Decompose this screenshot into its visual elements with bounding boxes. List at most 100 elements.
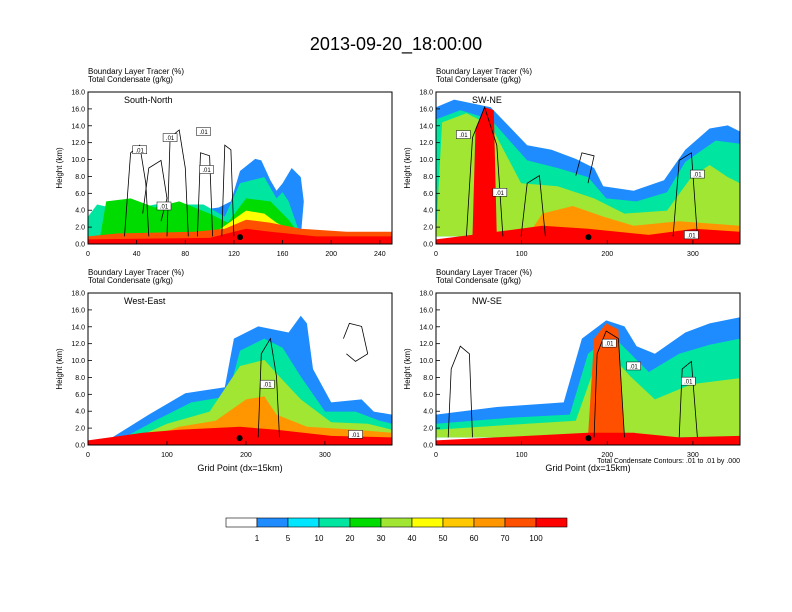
- condensate-contour: [520, 174, 546, 237]
- contour-label: .01: [629, 364, 638, 370]
- panels-group: Boundary Layer Tracer (%) Total Condensat…: [55, 67, 741, 473]
- condensate-contour: [124, 144, 150, 237]
- contour-label: .01: [351, 433, 360, 439]
- colorbar-label: 100: [529, 534, 543, 543]
- condensate-contour: [343, 322, 369, 362]
- plot-frame: [435, 91, 741, 245]
- colorbar-swatch: [225, 517, 258, 528]
- y-tick-label: 16.0: [71, 307, 85, 314]
- y-tick-label: 14.0: [419, 324, 433, 331]
- condensate-contour: [466, 106, 504, 237]
- location-marker: [585, 234, 592, 241]
- cross-section-panel: Boundary Layer Tracer (%)Total Condensat…: [55, 268, 393, 473]
- colorbar-label: 20: [346, 534, 355, 543]
- x-tick-label: 200: [601, 452, 613, 459]
- y-tick-label: 0.0: [423, 242, 433, 249]
- cross-section-panel: Boundary Layer Tracer (%)Total Condensat…: [55, 67, 393, 258]
- plot-area: .01 .01 .01 .01 .01: [88, 92, 392, 244]
- plot-frame: [87, 292, 393, 446]
- y-tick-label: 6.0: [75, 191, 85, 198]
- tracer-fill-region: [436, 356, 740, 438]
- condensate-contour: [221, 144, 235, 237]
- plot-area: .01 .01 .01 .01: [436, 92, 740, 244]
- y-tick-label: 16.0: [71, 106, 85, 113]
- tracer-fill-region: [588, 323, 625, 438]
- y-tick-label: 18.0: [71, 90, 85, 97]
- y-tick-label: 4.0: [75, 409, 85, 416]
- y-tick-label: 6.0: [423, 191, 433, 198]
- fill-title: Boundary Layer Tracer (%): [436, 67, 532, 76]
- y-tick-label: 16.0: [419, 307, 433, 314]
- y-tick-label: 8.0: [423, 174, 433, 181]
- colorbar-swatch: [287, 517, 320, 528]
- colorbar-label: 5: [286, 534, 291, 543]
- condensate-contour: [197, 152, 213, 237]
- y-tick-label: 4.0: [423, 409, 433, 416]
- x-tick-label: 100: [516, 251, 528, 258]
- colorbar-swatch: [411, 517, 444, 528]
- x-tick-label: 300: [687, 452, 699, 459]
- x-tick-label: 0: [86, 251, 90, 258]
- y-tick-label: 14.0: [71, 123, 85, 130]
- y-tick-label: 18.0: [419, 90, 433, 97]
- contour-title: Total Condensate (g/kg): [88, 276, 173, 285]
- y-tick-label: 10.0: [71, 358, 85, 365]
- contour-label-box: [626, 361, 641, 371]
- colorbar-label: 10: [315, 534, 324, 543]
- contour-label-box: [156, 201, 172, 211]
- contour-label: .01: [202, 168, 211, 174]
- colorbar-swatch: [442, 517, 475, 528]
- contour-label-box: [681, 376, 696, 386]
- y-tick-label: 2.0: [423, 426, 433, 433]
- y-axis-label: Height (km): [55, 348, 64, 390]
- contour-label: .01: [136, 148, 145, 154]
- contour-label-box: [492, 188, 508, 197]
- contour-label: .01: [684, 380, 693, 386]
- y-tick-label: 12.0: [71, 140, 85, 147]
- cross-section-panel: Boundary Layer Tracer (%)Total Condensat…: [403, 67, 741, 258]
- panel-label: South-North: [124, 95, 173, 105]
- y-tick-label: 4.0: [423, 208, 433, 215]
- location-marker: [585, 435, 592, 442]
- x-axis-label: Grid Point (dx=15km): [545, 463, 630, 473]
- plot-frame: [87, 91, 393, 245]
- condensate-contour: [575, 152, 595, 184]
- colorbar-swatch: [256, 517, 289, 528]
- colorbar-label: 1: [255, 534, 260, 543]
- contour-label-box: [196, 127, 211, 136]
- x-tick-label: 40: [133, 251, 141, 258]
- contour-label-box: [348, 430, 363, 439]
- contour-label-box: [162, 133, 178, 142]
- colorbar-swatch: [349, 517, 382, 528]
- colorbar-label: 60: [470, 534, 479, 543]
- location-marker: [236, 435, 243, 442]
- y-tick-label: 4.0: [75, 208, 85, 215]
- y-tick-label: 0.0: [75, 443, 85, 450]
- contour-label: .01: [263, 383, 272, 389]
- x-tick-label: 0: [86, 452, 90, 459]
- colorbar-label: 30: [377, 534, 386, 543]
- y-tick-label: 14.0: [419, 123, 433, 130]
- contour-title: Total Condensate (g/kg): [88, 75, 173, 84]
- plot-area: .01 .01 .01: [436, 293, 740, 445]
- y-axis-label: Height (km): [403, 348, 412, 390]
- condensate-contour: [166, 129, 189, 237]
- contour-label-box: [602, 338, 617, 348]
- contour-label: .01: [605, 342, 614, 348]
- colorbar-label: 70: [501, 534, 510, 543]
- y-tick-label: 6.0: [75, 392, 85, 399]
- figure-title: 2013-09-20_18:00:00: [310, 34, 482, 55]
- y-tick-label: 8.0: [423, 375, 433, 382]
- panel-label: West-East: [124, 296, 166, 306]
- y-tick-label: 6.0: [423, 392, 433, 399]
- y-tick-label: 2.0: [75, 426, 85, 433]
- x-tick-label: 0: [434, 251, 438, 258]
- condensate-contour: [678, 360, 698, 438]
- y-tick-label: 16.0: [419, 106, 433, 113]
- x-tick-label: 120: [228, 251, 240, 258]
- x-tick-label: 80: [181, 251, 189, 258]
- tracer-fill-region: [436, 113, 740, 237]
- x-tick-label: 0: [434, 452, 438, 459]
- x-tick-label: 200: [601, 251, 613, 258]
